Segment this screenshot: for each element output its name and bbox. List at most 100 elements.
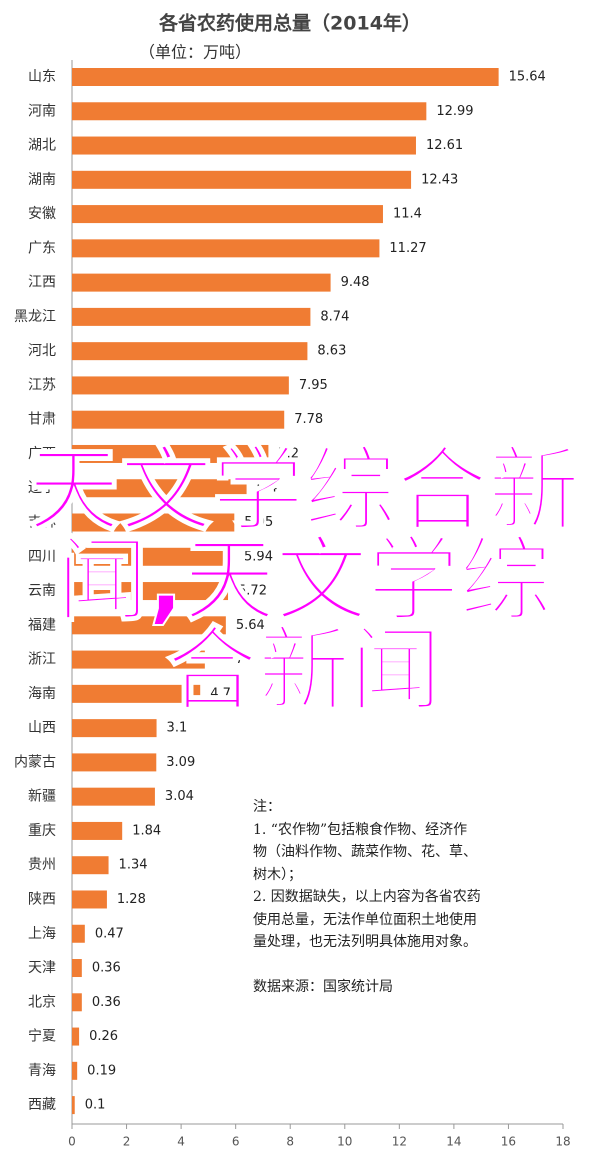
- note-line: 1. “农作物”包括粮食作物、经济作: [253, 821, 468, 838]
- bar: [72, 616, 226, 635]
- value-label: 0.1: [85, 1098, 106, 1113]
- x-tick-label: 8: [286, 1135, 294, 1149]
- y-tick-label: 山西: [28, 720, 56, 736]
- y-tick-label: 吉林: [28, 515, 56, 531]
- y-tick-label: 上海: [28, 926, 56, 942]
- note-line: 使用总量，无法作单位面积土地使用: [253, 911, 477, 928]
- note-line: 注：: [253, 799, 281, 815]
- y-tick-label: 广西: [28, 446, 56, 462]
- bar: [72, 993, 82, 1012]
- x-tick-label: 10: [337, 1135, 352, 1149]
- bar: [72, 342, 308, 361]
- value-label: 3.09: [166, 755, 195, 770]
- bar: [72, 444, 269, 463]
- note: 注： 1. “农作物”包括粮食作物、经济作 物（油料作物、蔬菜作物、花、草、 树木）；…: [253, 796, 573, 999]
- bar: [72, 890, 107, 909]
- value-label: 12.43: [421, 172, 458, 187]
- value-label: 11.27: [389, 241, 426, 256]
- bar: [72, 205, 383, 224]
- bar: [72, 856, 109, 875]
- value-label: 5.95: [244, 515, 273, 530]
- note-line: 2. 因数据缺失，以上内容为各省农药: [253, 889, 481, 905]
- value-label: 5.64: [236, 618, 265, 633]
- bar: [72, 753, 157, 772]
- bar: [72, 650, 205, 669]
- bar: [72, 924, 85, 943]
- y-tick-label: 北京: [28, 994, 56, 1010]
- y-tick-label: 重庆: [28, 823, 56, 839]
- x-tick-label: 14: [446, 1135, 461, 1149]
- value-label: 3.04: [165, 789, 194, 804]
- bar: [72, 1027, 80, 1046]
- y-tick-label: 青海: [28, 1063, 56, 1079]
- value-label: 15.64: [509, 70, 546, 85]
- value-label: 1.28: [117, 892, 146, 907]
- y-tick-label: 山东: [28, 69, 56, 85]
- y-tick-label: 福建: [28, 617, 56, 633]
- y-tick-label: 江西: [28, 275, 56, 291]
- bar: [72, 513, 235, 532]
- value-label: 0.47: [95, 926, 124, 941]
- value-label: 5.94: [244, 549, 273, 564]
- y-tick-label: 湖南: [28, 172, 56, 188]
- value-label: 0.26: [89, 1029, 118, 1044]
- x-tick-label: 12: [392, 1135, 407, 1149]
- chart-subtitle: （单位：万吨）: [139, 43, 251, 62]
- y-tick-label: 西藏: [28, 1097, 56, 1113]
- value-label: 1.34: [119, 858, 148, 873]
- value-label: 12.61: [426, 138, 463, 153]
- bar: [72, 239, 380, 258]
- y-tick-label: 新疆: [28, 789, 56, 805]
- value-label: 3.1: [167, 721, 188, 736]
- note-line: 树木）；: [253, 866, 302, 883]
- value-label: 8.74: [320, 309, 349, 324]
- value-label: 7.95: [299, 378, 328, 393]
- value-label: 8.63: [317, 344, 346, 359]
- bar: [72, 376, 289, 395]
- note-line: 数据来源：国家统计局: [253, 979, 393, 995]
- value-label: 11.4: [393, 207, 422, 222]
- value-label: 1.84: [132, 823, 161, 838]
- x-tick-label: 0: [68, 1135, 76, 1149]
- y-tick-label: 海南: [28, 686, 56, 702]
- y-tick-label: 河南: [28, 103, 56, 119]
- x-tick-label: 16: [501, 1135, 516, 1149]
- bar: [72, 307, 311, 326]
- y-tick-label: 广东: [28, 240, 56, 256]
- bar: [72, 102, 427, 121]
- y-tick-label: 宁夏: [28, 1028, 56, 1045]
- bar: [72, 959, 82, 978]
- y-tick-label: 四川: [28, 549, 56, 565]
- x-tick-label: 4: [177, 1135, 185, 1149]
- bar: [72, 1096, 75, 1115]
- bar: [72, 136, 416, 155]
- note-line: 物（油料作物、蔬菜作物、花、草、: [253, 844, 477, 860]
- y-tick-label: 天津: [28, 960, 56, 976]
- y-tick-label: 浙江: [28, 652, 56, 668]
- bar: [72, 170, 412, 189]
- y-tick-label: 河北: [28, 343, 56, 359]
- bar: [72, 410, 285, 429]
- bar: [72, 787, 155, 806]
- value-label: 7.78: [294, 412, 323, 427]
- x-tick-label: 6: [232, 1135, 240, 1149]
- value-label: 0.19: [87, 1063, 116, 1078]
- value-label: 0.36: [92, 995, 121, 1010]
- value-label: 7.2: [278, 446, 299, 461]
- bar: [72, 273, 331, 292]
- chart-title: 各省农药使用总量（2014年）: [158, 12, 421, 35]
- x-tick-label: 18: [555, 1135, 570, 1149]
- y-tick-label: 云南: [28, 583, 56, 599]
- y-tick-label: 内蒙古: [14, 754, 56, 770]
- y-tick-label: 安徽: [28, 206, 56, 222]
- value-label: 6.4: [257, 481, 278, 496]
- value-label: 4.7: [210, 686, 231, 701]
- y-tick-label: 湖北: [28, 138, 56, 154]
- overlay-text: 天文学综合新闻,天文学综合新闻: [27, 437, 581, 724]
- y-tick-label: 陕西: [28, 891, 56, 907]
- bar: [72, 547, 235, 566]
- value-label: 0.36: [92, 961, 121, 976]
- y-tick-label: 江苏: [28, 377, 56, 393]
